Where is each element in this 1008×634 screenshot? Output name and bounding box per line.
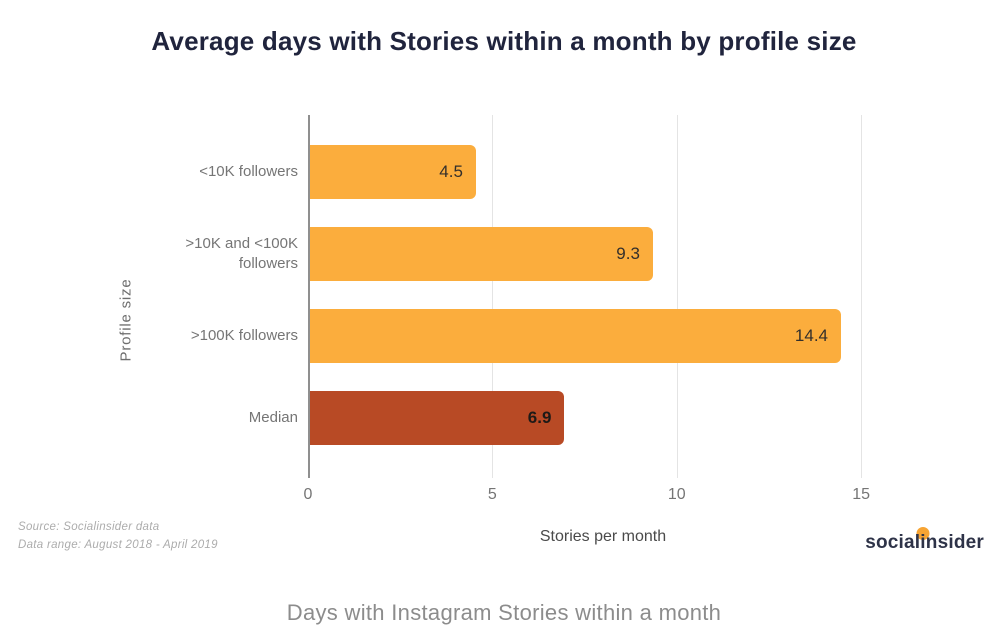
x-tick-label-5: 5 [487,486,497,503]
plot-area: 4.5 9.3 14.4 6.9 [308,115,898,478]
logo-text-i: i [920,532,926,553]
bar-3: 6.9 [310,391,565,445]
category-labels: <10K followers >10K and <100K followers >1… [130,115,298,478]
data-range-line: Data range: August 2018 - April 2019 [18,539,218,552]
source-line: Source: Socialinsider data [18,521,160,533]
bar-value-label: 6.9 [527,408,552,427]
bar-1: 9.3 [310,227,653,281]
category-label-1: >10K and <100K followers [185,234,298,272]
bar-value-label: 14.4 [794,326,828,345]
logo-text-pre: social [865,532,921,553]
x-tick-label-10: 10 [667,486,686,503]
chart-title: Average days with Stories within a month… [151,26,857,56]
x-tick-label-0: 0 [303,486,313,503]
category-label-3: Median [248,408,298,426]
bar-2: 14.4 [310,309,841,363]
y-axis-line [308,115,310,478]
socialinsider-logo: social insider [865,527,984,554]
gridline-5 [492,115,494,478]
gridline-10 [676,115,678,478]
logo-dot-icon [916,527,930,540]
gridline-15 [861,115,863,478]
x-tick-label-15: 15 [852,486,871,503]
source-note: Source: Socialinsider data Data range: A… [18,518,218,555]
image-caption: Days with Instagram Stories within a mon… [286,600,722,625]
bar-value-label: 9.3 [616,244,640,263]
logo-text-post: nsider [925,532,984,553]
bar-value-label: 4.5 [439,162,463,181]
x-axis-ticks: 0 5 10 15 [304,486,898,506]
category-label-0: <10K followers [199,162,298,180]
category-label-2: >100K followers [190,326,298,344]
x-axis-label: Stories per month [539,528,667,545]
bar-0: 4.5 [310,145,476,199]
